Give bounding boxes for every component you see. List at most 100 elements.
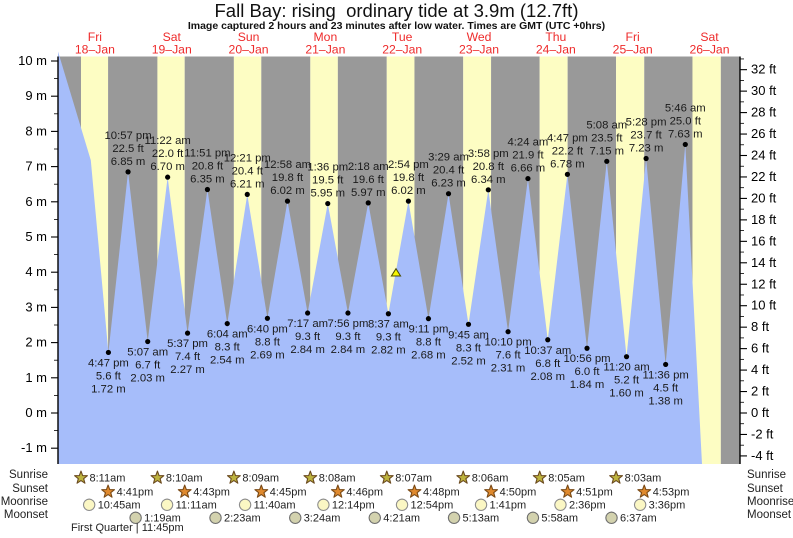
svg-text:28 ft: 28 ft (751, 105, 777, 120)
svg-text:2.08 m: 2.08 m (530, 371, 565, 383)
svg-text:2.69 m: 2.69 m (250, 349, 285, 361)
svg-text:4:24 am: 4:24 am (508, 137, 549, 149)
svg-text:20–Jan: 20–Jan (229, 43, 269, 57)
svg-text:2:54 pm: 2:54 pm (388, 159, 429, 171)
svg-text:20.4 ft: 20.4 ft (433, 165, 465, 177)
svg-text:0 m: 0 m (25, 405, 47, 420)
svg-text:7.4 ft: 7.4 ft (175, 351, 201, 363)
svg-text:4 ft: 4 ft (751, 362, 769, 377)
svg-text:5.95 m: 5.95 m (310, 188, 345, 200)
svg-text:25–Jan: 25–Jan (613, 43, 653, 57)
svg-text:6.23 m: 6.23 m (431, 178, 466, 190)
svg-text:8.3 ft: 8.3 ft (456, 342, 482, 354)
svg-text:8.8 ft: 8.8 ft (416, 337, 442, 349)
svg-text:2.52 m: 2.52 m (451, 355, 486, 367)
svg-text:24–Jan: 24–Jan (536, 43, 576, 57)
svg-text:5:58am: 5:58am (541, 513, 578, 525)
svg-text:24 ft: 24 ft (751, 148, 777, 163)
svg-text:23–Jan: 23–Jan (459, 43, 499, 57)
svg-text:9:45 am: 9:45 am (448, 329, 489, 341)
svg-text:23.7 ft: 23.7 ft (630, 130, 662, 142)
svg-text:20.4 ft: 20.4 ft (232, 165, 264, 177)
svg-text:12:58 am: 12:58 am (264, 159, 311, 171)
svg-text:3:58 pm: 3:58 pm (468, 148, 509, 160)
svg-text:6 ft: 6 ft (751, 341, 769, 356)
svg-text:5.97 m: 5.97 m (351, 187, 386, 199)
svg-text:7.15 m: 7.15 m (590, 145, 625, 157)
svg-text:8:10am: 8:10am (166, 473, 203, 485)
svg-text:4:48pm: 4:48pm (423, 487, 460, 499)
svg-text:2.54 m: 2.54 m (210, 355, 245, 367)
svg-text:2:23am: 2:23am (224, 513, 261, 525)
svg-text:21.9 ft: 21.9 ft (512, 150, 544, 162)
svg-text:2.82 m: 2.82 m (371, 345, 406, 357)
svg-text:12 ft: 12 ft (751, 276, 777, 291)
svg-text:22.0 ft: 22.0 ft (152, 148, 184, 160)
svg-text:5.6 ft: 5.6 ft (96, 370, 122, 382)
svg-text:32 ft: 32 ft (751, 62, 777, 77)
svg-text:8:07am: 8:07am (395, 473, 432, 485)
svg-text:6.35 m: 6.35 m (190, 173, 225, 185)
svg-text:1:36 pm: 1:36 pm (307, 162, 348, 174)
svg-text:4:53pm: 4:53pm (653, 487, 690, 499)
svg-text:20.8 ft: 20.8 ft (473, 161, 505, 173)
svg-text:Fall Bay: rising ordinary tid: Fall Bay: rising ordinary tide at 3.9m (… (215, 0, 579, 21)
svg-text:3 m: 3 m (25, 299, 47, 314)
svg-text:6.02 m: 6.02 m (270, 185, 305, 197)
svg-text:4:43pm: 4:43pm (193, 487, 230, 499)
svg-text:9 m: 9 m (25, 88, 47, 103)
svg-text:5 m: 5 m (25, 229, 47, 244)
svg-text:12:14pm: 12:14pm (332, 500, 375, 512)
svg-text:11:22 am: 11:22 am (145, 135, 191, 147)
svg-text:18–Jan: 18–Jan (75, 43, 115, 57)
svg-text:-4 ft: -4 ft (751, 448, 774, 463)
svg-text:2.31 m: 2.31 m (491, 363, 526, 375)
svg-text:Sunrise: Sunrise (9, 469, 48, 481)
svg-text:7:17 am: 7:17 am (287, 318, 328, 330)
svg-text:22.2 ft: 22.2 ft (552, 145, 584, 157)
svg-text:6:04 am: 6:04 am (207, 329, 248, 341)
svg-text:5.2 ft: 5.2 ft (614, 375, 640, 387)
svg-text:-2 ft: -2 ft (751, 426, 774, 441)
svg-text:First Quarter | 11:45pm: First Quarter | 11:45pm (71, 522, 184, 534)
svg-text:4:45pm: 4:45pm (270, 487, 307, 499)
svg-text:23.5 ft: 23.5 ft (591, 132, 623, 144)
svg-text:8:06am: 8:06am (472, 473, 509, 485)
svg-text:8:11am: 8:11am (90, 473, 126, 485)
svg-text:2.84 m: 2.84 m (290, 344, 325, 356)
svg-text:4:50pm: 4:50pm (500, 487, 537, 499)
svg-text:8:09am: 8:09am (242, 473, 279, 485)
svg-text:4:51pm: 4:51pm (576, 487, 613, 499)
svg-text:19.8 ft: 19.8 ft (272, 172, 304, 184)
svg-text:Sunrise: Sunrise (747, 469, 786, 481)
svg-text:2.68 m: 2.68 m (411, 350, 446, 362)
svg-text:1.84 m: 1.84 m (570, 379, 605, 391)
svg-text:11:11am: 11:11am (176, 500, 217, 512)
svg-text:9.3 ft: 9.3 ft (295, 331, 321, 343)
svg-text:4.5 ft: 4.5 ft (653, 382, 679, 394)
svg-text:18 ft: 18 ft (751, 212, 777, 227)
svg-text:2:36pm: 2:36pm (569, 500, 606, 512)
svg-text:1:41pm: 1:41pm (490, 500, 527, 512)
svg-text:9:11 pm: 9:11 pm (408, 324, 448, 336)
svg-text:8.8 ft: 8.8 ft (255, 336, 281, 348)
svg-text:6:40 pm: 6:40 pm (247, 323, 288, 335)
svg-text:6.21 m: 6.21 m (230, 178, 265, 190)
svg-text:5:37 pm: 5:37 pm (167, 338, 208, 350)
svg-text:5:28 pm: 5:28 pm (626, 117, 667, 129)
svg-text:1.38 m: 1.38 m (648, 395, 683, 407)
svg-text:5:07 am: 5:07 am (127, 347, 168, 359)
svg-text:1 m: 1 m (25, 370, 47, 385)
svg-text:26 ft: 26 ft (751, 126, 777, 141)
svg-text:8 ft: 8 ft (751, 319, 769, 334)
svg-text:2:18 am: 2:18 am (348, 161, 389, 173)
svg-text:1.72 m: 1.72 m (91, 383, 126, 395)
svg-text:2 ft: 2 ft (751, 384, 769, 399)
svg-text:7.6 ft: 7.6 ft (496, 350, 522, 362)
svg-text:22.5 ft: 22.5 ft (112, 143, 144, 155)
svg-text:2 m: 2 m (25, 335, 47, 350)
svg-text:8.3 ft: 8.3 ft (215, 342, 241, 354)
svg-text:19.8 ft: 19.8 ft (393, 172, 425, 184)
svg-text:19–Jan: 19–Jan (152, 43, 192, 57)
svg-text:5:46 am: 5:46 am (665, 102, 706, 114)
